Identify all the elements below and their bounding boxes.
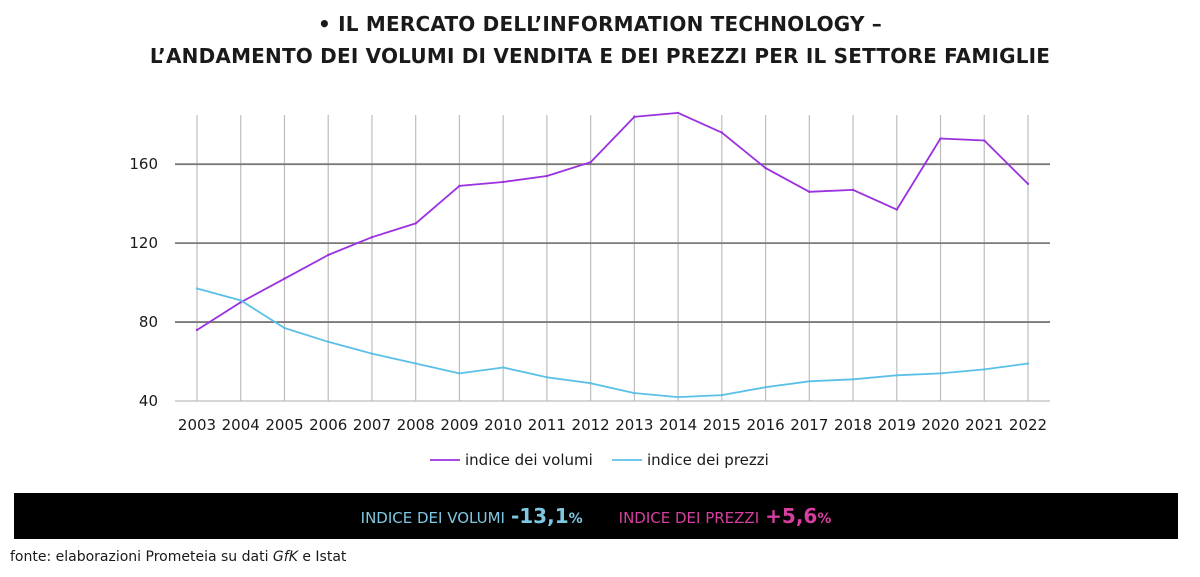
x-tick-labels: 2003 2004 2005 2006 2007 2008 2009 2010 2011 2012… [178, 416, 1047, 434]
x-tick-2016: 2016 [746, 416, 784, 434]
x-tick-2009: 2009 [440, 416, 478, 434]
x-tick-2022: 2022 [1009, 416, 1047, 434]
summary-volumi-pct: % [568, 511, 583, 527]
point-s0-2015 [720, 131, 724, 134]
x-tick-2005: 2005 [265, 416, 303, 434]
point-s0-2003 [195, 328, 199, 332]
source-note: fonte: elaborazioni Prometeia su dati Gf… [10, 549, 346, 565]
point-s0-2007 [370, 236, 374, 239]
legend: indice dei volumi indice dei prezzi [430, 451, 769, 469]
point-s0-2011 [545, 174, 549, 178]
point-s1-2017 [808, 380, 811, 383]
x-tick-2004: 2004 [222, 416, 260, 434]
point-s1-2005 [283, 326, 286, 330]
summary-prezzi-number: +5,6 [765, 504, 818, 528]
x-tick-2018: 2018 [834, 416, 872, 434]
point-s1-2008 [414, 362, 417, 365]
summary-prezzi: INDICE DEI PREZZI +5,6% [619, 504, 832, 528]
source-italic: GfK [272, 549, 298, 565]
x-tick-2003: 2003 [178, 416, 216, 434]
summary-bar: INDICE DEI VOLUMI -13,1% INDICE DEI PREZ… [14, 493, 1178, 539]
point-s1-2004 [239, 299, 242, 302]
point-s1-2022 [1026, 362, 1030, 365]
point-s0-2019 [895, 208, 898, 211]
series-layer [195, 111, 1030, 399]
x-tick-2019: 2019 [878, 416, 916, 434]
point-s1-2012 [589, 382, 592, 385]
summary-volumi-value: -13,1% [511, 504, 583, 528]
source-prefix: fonte: elaborazioni Prometeia su dati [10, 549, 273, 565]
summary-prezzi-pct: % [817, 511, 832, 527]
x-tick-2008: 2008 [397, 416, 435, 434]
point-s1-2013 [633, 391, 636, 395]
point-s1-2020 [939, 372, 942, 375]
point-s1-2018 [851, 378, 855, 381]
point-s1-2019 [895, 374, 898, 377]
point-s0-2018 [851, 188, 855, 192]
x-tick-2021: 2021 [965, 416, 1003, 434]
x-tick-2006: 2006 [309, 416, 347, 434]
point-s1-2010 [501, 366, 505, 369]
y-tick-160: 160 [129, 155, 158, 173]
series-line-1 [196, 287, 1029, 399]
y-tick-120: 120 [129, 234, 158, 252]
point-s0-2008 [414, 222, 417, 225]
point-s1-2003 [195, 287, 199, 290]
summary-volumi-number: -13,1 [510, 504, 569, 528]
point-s1-2009 [458, 372, 461, 375]
point-s0-2006 [327, 253, 330, 257]
point-s0-2010 [501, 180, 505, 184]
x-tick-2010: 2010 [484, 416, 522, 434]
y-tick-40: 40 [139, 392, 158, 410]
point-s0-2013 [633, 115, 636, 119]
point-s0-2014 [676, 111, 680, 115]
legend-label-1: indice dei prezzi [647, 451, 769, 469]
summary-volumi: INDICE DEI VOLUMI -13,1% [361, 504, 583, 528]
summary-volumi-label: INDICE DEI VOLUMI [360, 509, 505, 527]
series-line-0 [196, 111, 1029, 331]
x-tick-2014: 2014 [659, 416, 697, 434]
point-s0-2020 [939, 137, 942, 140]
grid-layer [175, 115, 1050, 402]
title-line-2: L’ANDAMENTO DEI VOLUMI DI VENDITA E DEI … [149, 44, 1051, 68]
point-s1-2006 [327, 340, 330, 343]
y-tick-labels: 40 80 120 160 [129, 155, 158, 410]
x-tick-2017: 2017 [790, 416, 828, 434]
x-tick-2015: 2015 [703, 416, 741, 434]
y-tick-80: 80 [139, 313, 158, 331]
point-s1-2015 [720, 393, 724, 397]
point-s0-2021 [983, 139, 986, 142]
point-s1-2016 [764, 385, 767, 389]
point-s1-2014 [676, 395, 680, 399]
chart-title: • IL MERCATO DELL’INFORMATION TECHNOLOGY… [0, 8, 1200, 72]
point-s1-2011 [545, 376, 549, 379]
point-s1-2007 [370, 352, 374, 355]
source-suffix: e Istat [297, 549, 347, 565]
x-tick-2020: 2020 [921, 416, 959, 434]
summary-prezzi-label: INDICE DEI PREZZI [618, 509, 760, 527]
point-s0-2009 [458, 184, 461, 188]
summary-prezzi-value: +5,6% [765, 504, 831, 528]
point-s1-2021 [983, 368, 986, 371]
point-s0-2012 [589, 161, 592, 164]
title-line-1: • IL MERCATO DELL’INFORMATION TECHNOLOGY… [318, 12, 882, 36]
x-tick-2011: 2011 [528, 416, 566, 434]
point-s0-2016 [764, 166, 767, 170]
point-s0-2005 [283, 277, 286, 280]
x-tick-2013: 2013 [615, 416, 653, 434]
x-tick-2007: 2007 [353, 416, 391, 434]
legend-label-0: indice dei volumi [465, 451, 593, 469]
x-tick-2012: 2012 [572, 416, 610, 434]
point-s0-2017 [808, 190, 811, 194]
point-s0-2022 [1026, 182, 1030, 186]
